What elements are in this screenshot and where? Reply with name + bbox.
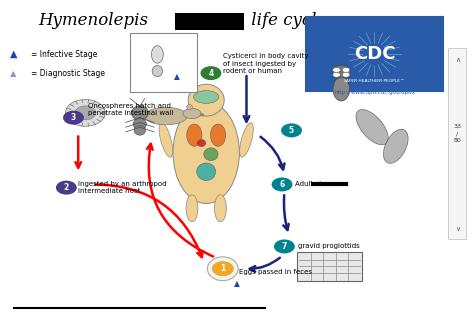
- Text: Adults in: Adults in: [295, 182, 326, 187]
- Circle shape: [274, 239, 295, 253]
- Text: ∨: ∨: [455, 226, 460, 232]
- Circle shape: [281, 123, 302, 137]
- Text: Hymenolepis: Hymenolepis: [38, 12, 153, 29]
- Ellipse shape: [131, 106, 148, 120]
- Circle shape: [333, 72, 340, 77]
- FancyBboxPatch shape: [175, 13, 244, 30]
- FancyBboxPatch shape: [297, 252, 362, 281]
- Text: CDC: CDC: [354, 45, 395, 63]
- Ellipse shape: [145, 107, 187, 125]
- Text: = Infective Stage: = Infective Stage: [31, 50, 97, 59]
- Text: life cycle: life cycle: [246, 12, 327, 29]
- FancyBboxPatch shape: [448, 48, 466, 238]
- Ellipse shape: [187, 124, 202, 146]
- Ellipse shape: [187, 105, 192, 110]
- Circle shape: [342, 72, 350, 77]
- Text: ▲: ▲: [174, 72, 180, 81]
- Ellipse shape: [204, 148, 218, 161]
- Text: ▲: ▲: [9, 49, 17, 59]
- Circle shape: [333, 67, 340, 73]
- Text: ∧: ∧: [455, 58, 460, 63]
- Text: ▲: ▲: [9, 69, 16, 78]
- Ellipse shape: [214, 195, 227, 222]
- Text: 33
/
80: 33 / 80: [454, 124, 461, 143]
- Ellipse shape: [133, 118, 146, 130]
- Ellipse shape: [356, 110, 388, 145]
- Text: Cysticerci in body cavity
of insect ingested by
rodent or human: Cysticerci in body cavity of insect inge…: [223, 53, 308, 74]
- Ellipse shape: [207, 257, 238, 280]
- Ellipse shape: [240, 123, 253, 157]
- Ellipse shape: [193, 91, 219, 103]
- Ellipse shape: [197, 163, 216, 181]
- Text: 2: 2: [64, 183, 69, 192]
- Text: 6: 6: [279, 180, 285, 189]
- Ellipse shape: [134, 126, 146, 135]
- Circle shape: [200, 114, 204, 116]
- Text: Eggs passed in feces: Eggs passed in feces: [239, 269, 312, 275]
- Text: Oncospheres hatch and
penetrate intestinal wall: Oncospheres hatch and penetrate intestin…: [88, 103, 173, 116]
- Ellipse shape: [151, 46, 163, 63]
- Ellipse shape: [152, 66, 163, 77]
- Ellipse shape: [183, 108, 201, 119]
- Ellipse shape: [383, 129, 408, 163]
- Ellipse shape: [333, 77, 349, 101]
- Text: 3: 3: [71, 113, 76, 122]
- Text: ▲: ▲: [234, 279, 240, 287]
- Ellipse shape: [159, 123, 173, 157]
- FancyBboxPatch shape: [201, 95, 212, 105]
- Circle shape: [56, 181, 77, 195]
- Text: SAFER·HEALTHIER·PEOPLE™: SAFER·HEALTHIER·PEOPLE™: [344, 79, 405, 83]
- Circle shape: [65, 100, 105, 126]
- Text: 5: 5: [289, 126, 294, 135]
- Circle shape: [75, 106, 96, 120]
- Ellipse shape: [173, 102, 239, 204]
- Circle shape: [212, 262, 233, 276]
- Circle shape: [63, 111, 84, 125]
- Ellipse shape: [332, 65, 350, 78]
- Ellipse shape: [197, 140, 206, 147]
- Text: gravid proglottids: gravid proglottids: [298, 244, 359, 249]
- Circle shape: [212, 262, 233, 276]
- Text: 7: 7: [282, 242, 287, 251]
- FancyBboxPatch shape: [130, 33, 197, 92]
- Text: Ingested by an arthropod
intermediate host: Ingested by an arthropod intermediate ho…: [78, 181, 167, 194]
- Text: = Diagnostic Stage: = Diagnostic Stage: [31, 69, 105, 78]
- Circle shape: [201, 66, 221, 80]
- Circle shape: [342, 67, 350, 73]
- FancyBboxPatch shape: [306, 17, 443, 91]
- Text: 1: 1: [220, 264, 226, 273]
- Ellipse shape: [186, 195, 198, 222]
- Circle shape: [272, 177, 292, 191]
- Ellipse shape: [188, 84, 224, 116]
- Text: http://www.dpd.cdc.gov/dpdx: http://www.dpd.cdc.gov/dpdx: [334, 90, 415, 95]
- Text: 4: 4: [208, 69, 214, 78]
- Ellipse shape: [210, 124, 226, 146]
